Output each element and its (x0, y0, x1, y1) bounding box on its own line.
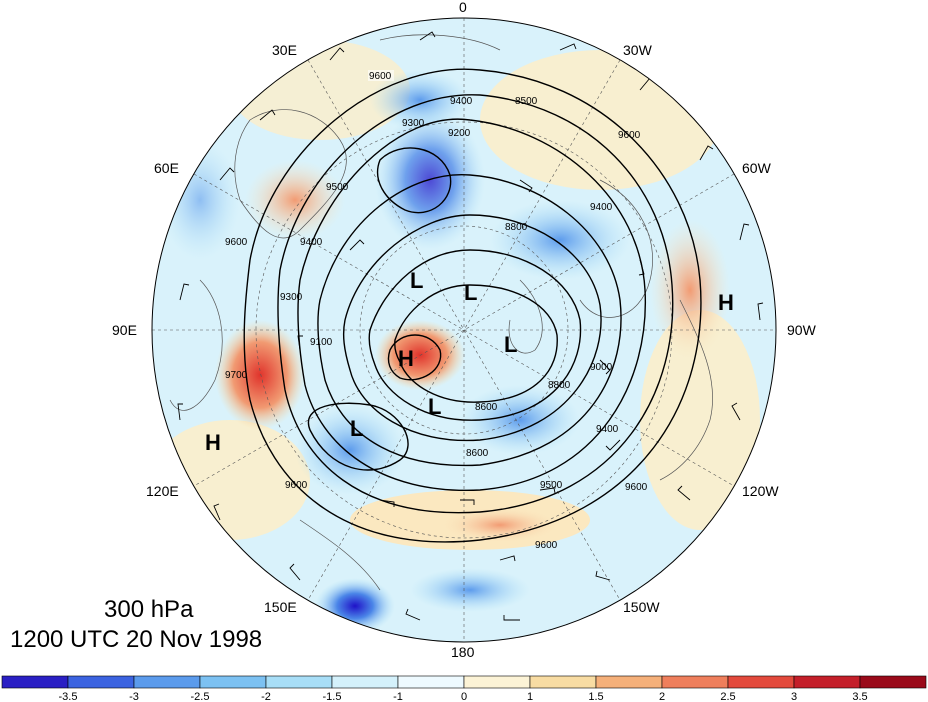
colorbar-swatch (133, 675, 201, 689)
contour-label: 9600 (625, 482, 648, 493)
contour-label: 8500 (515, 96, 538, 107)
lon-label-150e: 150E (264, 599, 297, 615)
contour-label: 9300 (280, 292, 303, 303)
colorbar-swatch (595, 675, 663, 689)
colorbar-tick-label: 3 (791, 691, 797, 702)
contour-label: 9500 (540, 480, 563, 491)
height-contours (243, 68, 702, 543)
contour-label: 8800 (548, 380, 571, 391)
lon-label-90w: 90W (787, 322, 817, 338)
colorbar-swatch (661, 675, 729, 689)
coastlines (169, 34, 713, 591)
colorbar-swatch (331, 675, 399, 689)
contour-label: 8800 (505, 222, 528, 233)
colorbar-swatch (859, 675, 927, 689)
pressure-system-markers: H L L L L L H H (205, 268, 734, 455)
contour-label: 9600 (535, 540, 558, 551)
low-marker: L (350, 416, 363, 441)
contour-label: 9200 (448, 128, 471, 139)
contour-label: 9400 (590, 202, 613, 213)
contour-label: 9400 (596, 424, 619, 435)
colorbar-tick-label: -3.5 (59, 691, 78, 702)
colorbar-swatch (727, 675, 795, 689)
contour-label: 9400 (300, 237, 323, 248)
colorbar: -3.5 -3 -2.5 -2 -1.5 -1 0 1 1.5 2 2.5 3 3.5 (1, 675, 927, 702)
lon-label-90e: 90E (112, 322, 137, 338)
longitude-labels: 0 30W 60W 90W 120W 150W 180 150E 120E 90… (112, 0, 817, 660)
contour-label: 9600 (369, 71, 392, 82)
colorbar-tick-label: 1 (527, 691, 533, 702)
colorbar-swatch (463, 675, 531, 689)
lon-label-30e: 30E (272, 42, 297, 58)
lon-label-120w: 120W (742, 483, 779, 499)
colorbar-swatch (1, 675, 69, 689)
contour-labels: 9600 9400 8500 9300 9200 9600 9500 9400 … (225, 70, 648, 551)
colorbar-swatch (397, 675, 465, 689)
level-title: 300 hPa (104, 596, 194, 623)
colorbar-swatch (529, 675, 597, 689)
colorbar-tick-label: -1 (393, 691, 403, 702)
colorbar-swatch (265, 675, 333, 689)
colorbar-tick-label: -3 (129, 691, 139, 702)
graticule (152, 18, 776, 642)
contour-label: 9700 (225, 370, 248, 381)
map-boundary (151, 17, 777, 643)
colorbar-tick-label: 2.5 (720, 691, 735, 702)
contour-label: 9100 (310, 337, 333, 348)
contour-label: 8600 (466, 448, 489, 459)
colorbar-tick-label: 1.5 (588, 691, 603, 702)
colorbar-tick-label: -1.5 (323, 691, 342, 702)
contour-label: 9500 (326, 182, 349, 193)
contour-label: 9400 (450, 96, 473, 107)
valid-time-title: 1200 UTC 20 Nov 1998 (10, 626, 262, 653)
lon-label-60w: 60W (742, 160, 772, 176)
lon-label-0: 0 (459, 0, 467, 15)
contour-label: 9600 (618, 130, 641, 141)
lon-label-180: 180 (451, 644, 475, 660)
low-marker: L (410, 268, 423, 293)
contour-label: 9600 (285, 480, 308, 491)
low-marker: L (428, 394, 441, 419)
high-marker: H (398, 346, 414, 371)
colorbar-tick-label: 0 (461, 691, 467, 702)
lon-label-60e: 60E (154, 160, 179, 176)
colorbar-swatch (793, 675, 861, 689)
high-marker: H (718, 290, 734, 315)
contour-label: 9300 (402, 118, 425, 129)
lon-label-150w: 150W (623, 599, 660, 615)
high-marker: H (205, 430, 221, 455)
low-marker: L (464, 280, 477, 305)
colorbar-tick-label: 2 (659, 691, 665, 702)
wind-barbs (177, 31, 764, 621)
contour-label: 8600 (475, 402, 498, 413)
contour-label: 9600 (225, 237, 248, 248)
colorbar-tick-label: 3.5 (852, 691, 867, 702)
colorbar-swatch (67, 675, 135, 689)
colorbar-tick-label: -2.5 (191, 691, 210, 702)
contour-label: 9000 (590, 362, 613, 373)
low-marker: L (504, 332, 517, 357)
lon-label-120e: 120E (146, 483, 179, 499)
colorbar-tick-label: -2 (261, 691, 271, 702)
lon-label-30w: 30W (623, 42, 653, 58)
colorbar-swatch (199, 675, 267, 689)
